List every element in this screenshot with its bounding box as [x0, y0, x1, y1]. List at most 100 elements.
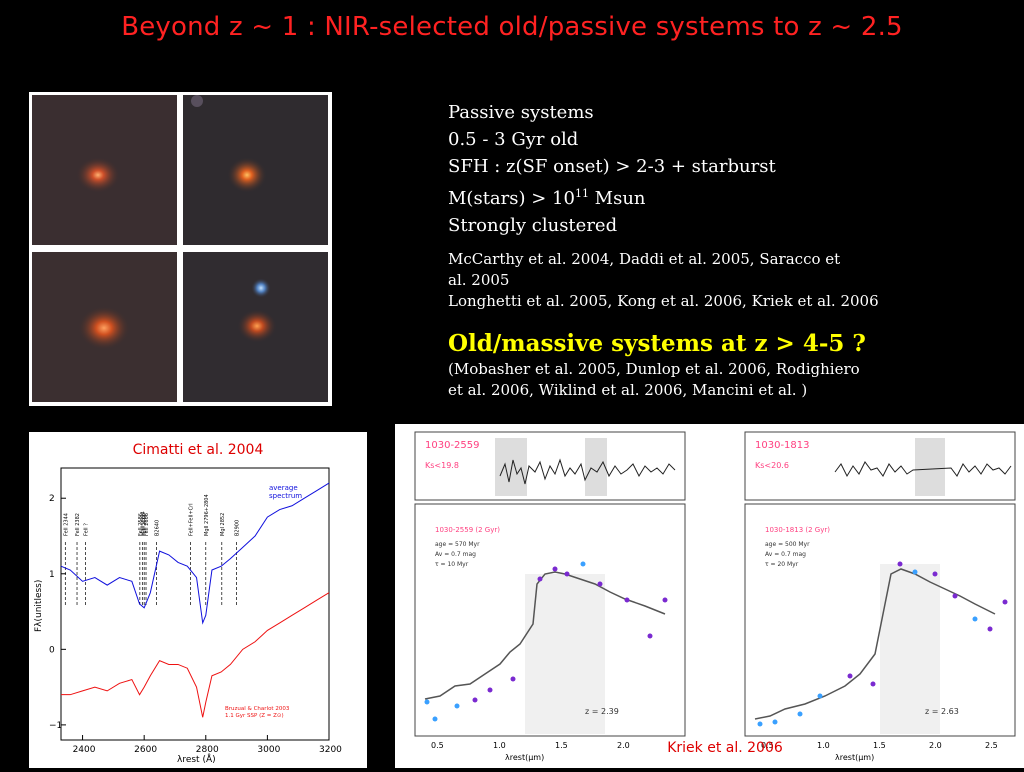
highlight-heading: Old/massive systems at z > 4-5 ?: [448, 330, 866, 357]
fit-redshift: z = 2.39: [585, 707, 619, 716]
galaxy-image-3: [32, 252, 177, 402]
axis-ticks: 2400 2600 2800 3000 3200 2 1 0 −1: [49, 494, 342, 755]
reference-line: McCarthy et al. 2004, Daddi et al. 2005,…: [448, 250, 841, 289]
x-tick-label: 3000: [257, 745, 280, 755]
spectrum-series: [60, 482, 330, 718]
line-marker-label: MnII 2594: [140, 511, 146, 536]
x-tick-label: 3200: [319, 745, 342, 755]
photometry-point: [870, 681, 876, 687]
photometry-point: [797, 711, 803, 717]
line-marker-label: MgII 2796+2804: [204, 494, 210, 536]
photometry-point: [647, 633, 653, 639]
legend-average-1: average: [269, 484, 298, 492]
line-marker-label: FeII 2344: [63, 513, 69, 536]
y-tick-label: −1: [49, 721, 62, 731]
line-marker-label: FeII ?: [84, 523, 90, 536]
photometry-point: [510, 676, 516, 682]
line-marker-label: FeII 2606: [144, 513, 150, 536]
kriek-sed-figure: 1030-2559 Ks<19.8 1030-2559 (2 Gyr) age …: [395, 424, 1024, 768]
photometry-point: [897, 561, 903, 567]
photometry-point: [662, 597, 668, 603]
cimatti-spectrum-figure: Cimatti et al. 2004 FeII 2344 FeII 2382 Fe…: [29, 432, 367, 768]
x-tick-label: 2800: [196, 745, 219, 755]
x-tick-label: 1.5: [873, 741, 886, 750]
line-marker-label: B2900: [235, 520, 241, 536]
line-marker-label: FeII 2600: [142, 513, 148, 536]
photometry-point: [757, 721, 763, 727]
slide-title: Beyond z ~ 1 : NIR-selected old/passive …: [121, 12, 903, 42]
x-tick-label: 2.0: [617, 741, 630, 750]
shaded-band: [880, 564, 940, 734]
object-tag: Ks<19.8: [425, 461, 459, 470]
photometry-point: [932, 571, 938, 577]
photometry-point: [952, 593, 958, 599]
photometry-point: [987, 626, 993, 632]
property-line: 0.5 - 3 Gyr old: [448, 129, 579, 150]
fit-av: Av = 0.7 mag: [435, 551, 476, 558]
photometry-points: [424, 561, 668, 722]
sed-model-line: [424, 571, 666, 700]
fit-redshift: z = 2.63: [925, 707, 959, 716]
noisy-spectrum: [834, 461, 1012, 478]
galaxy-image-4: [183, 252, 328, 402]
photometry-point: [552, 566, 558, 572]
x-tick-label: 1.5: [555, 741, 568, 750]
x-tick-label: 2400: [73, 745, 96, 755]
sed-panel-left: 1030-2559 Ks<19.8 1030-2559 (2 Gyr) age …: [414, 431, 686, 762]
spectrum-gap: [585, 438, 607, 496]
figure-credit: Kriek et al. 2006: [667, 740, 783, 756]
object-id: 1030-2559: [425, 440, 480, 451]
photometry-point: [472, 697, 478, 703]
line-marker-label: FeII 2586: [138, 513, 144, 536]
y-tick-label: 1: [49, 570, 55, 580]
photometry-points: [757, 561, 1008, 727]
galaxy-properties: Passive systems 0.5 - 3 Gyr old SFH : z(…: [448, 99, 888, 239]
photometry-point: [847, 673, 853, 679]
photometry-point: [817, 693, 823, 699]
y-tick-label: 2: [49, 494, 55, 504]
property-line: M(stars) > 1011 Msun: [448, 187, 646, 209]
photometry-point: [487, 687, 493, 693]
galaxy-image-2: [183, 95, 328, 245]
fit-age: age = 500 Myr: [765, 541, 810, 548]
line-marker-label: MgI 2852: [220, 513, 226, 536]
x-tick-label: 1.0: [817, 741, 830, 750]
photometry-point: [424, 699, 430, 705]
fit-tau: τ = 20 Myr: [765, 561, 799, 568]
kriek-sed-chart: 1030-2559 Ks<19.8 1030-2559 (2 Gyr) age …: [414, 431, 1016, 762]
y-axis-label: Fλ(unitless): [34, 580, 44, 632]
plot-frame: [60, 467, 330, 741]
highlight-references: (Mobasher et al. 2005, Dunlop et al. 200…: [448, 360, 860, 399]
y-tick-label: 0: [49, 645, 55, 655]
figure-credit: Cimatti et al. 2004: [132, 442, 264, 458]
photometry-point: [1002, 599, 1008, 605]
fit-label: 1030-1813 (2 Gyr): [765, 526, 830, 534]
fit-av: Av = 0.7 mag: [765, 551, 806, 558]
references: McCarthy et al. 2004, Daddi et al. 2005,…: [448, 249, 888, 312]
x-tick-label: 2.0: [929, 741, 942, 750]
x-tick-label: 2600: [134, 745, 157, 755]
x-axis-label: λrest (Å): [177, 753, 216, 765]
fit-label: 1030-2559 (2 Gyr): [435, 526, 500, 534]
text-block: Passive systems 0.5 - 3 Gyr old SFH : z(…: [448, 99, 888, 401]
fit-tau: τ = 10 Myr: [435, 561, 469, 568]
photometry-point: [537, 576, 543, 582]
noisy-spectrum: [499, 458, 676, 485]
photometry-point: [454, 703, 460, 709]
object-tag: Ks<20.6: [755, 461, 789, 470]
line-marker-label: FeII+FeII+CrI: [188, 503, 194, 536]
x-axis-ticks: 0.5 1.0 1.5 2.0: [431, 741, 630, 750]
spectrum-gap: [495, 438, 527, 496]
x-tick-label: 0.5: [431, 741, 444, 750]
photometry-point: [580, 561, 586, 567]
x-tick-label: 2.5: [985, 741, 998, 750]
photometry-point: [624, 597, 630, 603]
spectrum-inset-frame: [744, 431, 1016, 501]
photometry-point: [972, 616, 978, 622]
x-axis-ticks: 0.5 1.0 1.5 2.0 2.5: [761, 741, 998, 750]
property-line: Strongly clustered: [448, 215, 618, 236]
line-marker-label: B2640: [154, 520, 160, 536]
photometry-point: [564, 571, 570, 577]
legend-model-1: Bruzual & Charlot 2003: [225, 706, 290, 712]
